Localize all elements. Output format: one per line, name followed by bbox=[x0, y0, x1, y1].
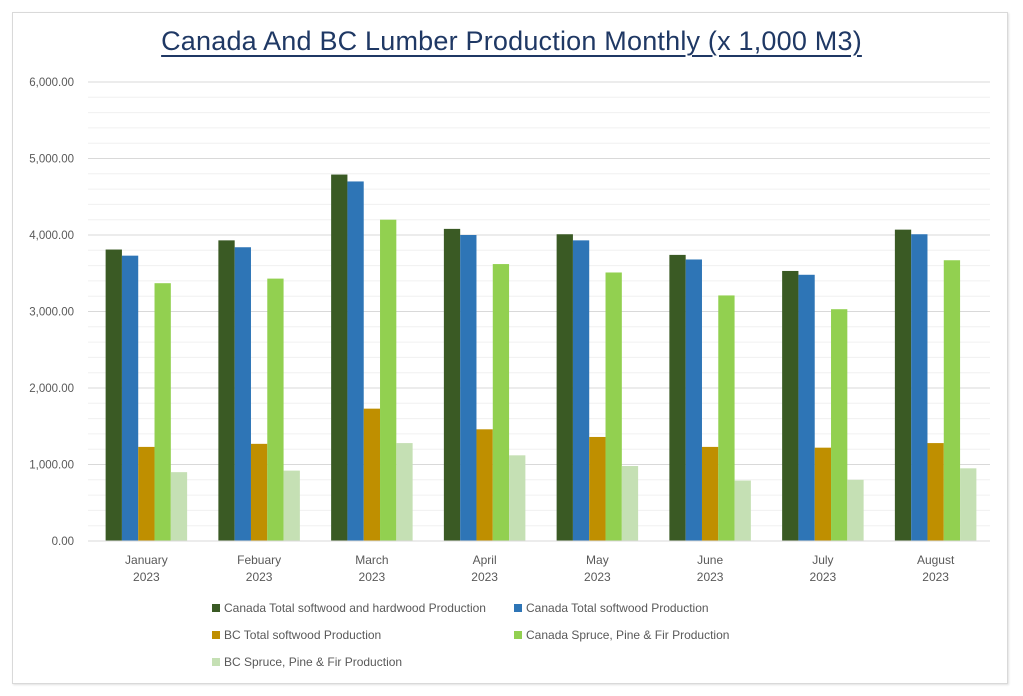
bar bbox=[685, 259, 702, 541]
x-tick-label-year: 2023 bbox=[922, 570, 949, 584]
bar bbox=[943, 260, 961, 541]
bar bbox=[218, 240, 235, 542]
y-tick-label: 2,000.00 bbox=[29, 383, 74, 395]
legend-swatch bbox=[212, 604, 220, 612]
bar bbox=[138, 446, 155, 541]
bar bbox=[605, 272, 622, 541]
bar bbox=[380, 219, 397, 541]
chart-title: Canada And BC Lumber Production Monthly … bbox=[161, 26, 862, 56]
bar bbox=[669, 254, 686, 541]
bar bbox=[589, 436, 606, 541]
legend-swatch bbox=[514, 631, 522, 639]
x-tick-label-year: 2023 bbox=[584, 570, 611, 584]
legend-item: Canada Total softwood Production bbox=[514, 601, 709, 615]
bar bbox=[509, 455, 526, 541]
x-tick-label-year: 2023 bbox=[810, 570, 837, 584]
bar bbox=[701, 446, 719, 541]
bar bbox=[718, 295, 735, 541]
y-tick-label: 0.00 bbox=[52, 536, 74, 548]
x-tick-label: May bbox=[586, 553, 609, 567]
bar bbox=[443, 228, 461, 541]
y-tick-label: 1,000.00 bbox=[29, 460, 74, 472]
bar bbox=[283, 470, 300, 541]
bar bbox=[911, 234, 928, 542]
x-tick-label: July bbox=[812, 553, 833, 567]
legend-label: BC Total softwood Production bbox=[224, 628, 382, 642]
bar bbox=[234, 247, 251, 542]
y-axis: 0.00 1,000.00 2,000.00 3,000.00 4,000.00 5,00… bbox=[29, 77, 74, 548]
legend-swatch bbox=[212, 658, 220, 666]
bar bbox=[170, 472, 188, 541]
x-tick-label: June bbox=[697, 553, 723, 567]
bar bbox=[347, 181, 364, 541]
x-tick-label-year: 2023 bbox=[471, 570, 498, 584]
y-tick-label: 4,000.00 bbox=[29, 230, 74, 242]
bar bbox=[798, 274, 815, 541]
bars bbox=[105, 174, 977, 542]
x-axis: January 2023 Febuary 2023 March 2023 April 2023… bbox=[125, 553, 955, 584]
legend-item: Canada Spruce, Pine & Fir Production bbox=[514, 628, 729, 642]
bar bbox=[621, 466, 639, 541]
bar bbox=[831, 309, 848, 541]
y-tick-label: 3,000.00 bbox=[29, 307, 74, 319]
legend-item: Canada Total softwood and hardwood Produ… bbox=[212, 601, 486, 615]
bar bbox=[814, 447, 832, 541]
x-tick-label-year: 2023 bbox=[697, 570, 724, 584]
x-tick-label: August bbox=[917, 553, 955, 567]
x-tick-label: April bbox=[473, 553, 497, 567]
legend-swatch bbox=[212, 631, 220, 639]
x-tick-label: Febuary bbox=[237, 553, 281, 567]
legend-label: Canada Spruce, Pine & Fir Production bbox=[526, 628, 730, 642]
x-tick-label: January bbox=[125, 553, 168, 567]
bar bbox=[363, 408, 381, 541]
x-tick-label-year: 2023 bbox=[246, 570, 273, 584]
x-tick-label: March bbox=[355, 553, 388, 567]
x-tick-label-year: 2023 bbox=[359, 570, 386, 584]
bar bbox=[960, 468, 977, 541]
x-tick-label-year: 2023 bbox=[133, 570, 160, 584]
legend-label: Canada Total softwood Production bbox=[526, 601, 709, 615]
bar bbox=[267, 278, 284, 541]
bar bbox=[121, 255, 139, 541]
y-tick-label: 5,000.00 bbox=[29, 154, 74, 166]
bar bbox=[460, 235, 477, 541]
legend-label: BC Spruce, Pine & Fir Production bbox=[224, 655, 403, 669]
legend-label: Canada Total softwood and hardwood Produ… bbox=[224, 601, 486, 615]
bar bbox=[556, 234, 573, 542]
bar bbox=[492, 264, 510, 541]
bar bbox=[782, 270, 799, 541]
bar bbox=[331, 174, 348, 541]
bar bbox=[105, 249, 122, 541]
bar bbox=[894, 229, 912, 541]
y-tick-label: 6,000.00 bbox=[29, 77, 74, 89]
bar bbox=[847, 479, 864, 541]
bar bbox=[250, 443, 268, 541]
bar bbox=[396, 443, 413, 541]
bar bbox=[927, 443, 944, 541]
bar bbox=[154, 283, 171, 541]
bar bbox=[734, 480, 751, 541]
legend-item: BC Total softwood Production bbox=[212, 628, 381, 642]
legend-item: BC Spruce, Pine & Fir Production bbox=[212, 655, 402, 669]
bar bbox=[572, 240, 590, 542]
bar bbox=[476, 429, 493, 541]
legend-swatch bbox=[514, 604, 522, 612]
